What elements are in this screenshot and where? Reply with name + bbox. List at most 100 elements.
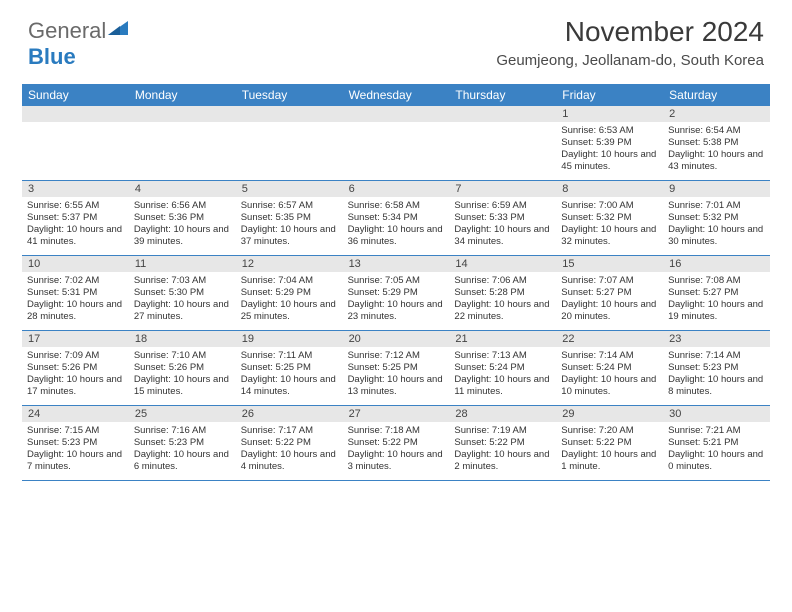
day-info: [129, 122, 236, 180]
day-number: 2: [663, 106, 770, 122]
day-number: 21: [449, 331, 556, 347]
day-number: 16: [663, 256, 770, 272]
sunset-text: Sunset: 5:21 PM: [668, 437, 765, 449]
day-info: Sunrise: 6:53 AMSunset: 5:39 PMDaylight:…: [556, 122, 663, 180]
day-number: 25: [129, 406, 236, 422]
day-info: Sunrise: 7:20 AMSunset: 5:22 PMDaylight:…: [556, 422, 663, 480]
calendar-cell: 24Sunrise: 7:15 AMSunset: 5:23 PMDayligh…: [22, 406, 129, 480]
day-info: Sunrise: 7:02 AMSunset: 5:31 PMDaylight:…: [22, 272, 129, 330]
calendar-cell: 4Sunrise: 6:56 AMSunset: 5:36 PMDaylight…: [129, 181, 236, 255]
day-info: Sunrise: 7:06 AMSunset: 5:28 PMDaylight:…: [449, 272, 556, 330]
day-number: 7: [449, 181, 556, 197]
day-info: Sunrise: 7:09 AMSunset: 5:26 PMDaylight:…: [22, 347, 129, 405]
day-info: [236, 122, 343, 180]
calendar-cell: 20Sunrise: 7:12 AMSunset: 5:25 PMDayligh…: [343, 331, 450, 405]
sunset-text: Sunset: 5:22 PM: [561, 437, 658, 449]
calendar-cell: 9Sunrise: 7:01 AMSunset: 5:32 PMDaylight…: [663, 181, 770, 255]
day-info: Sunrise: 6:58 AMSunset: 5:34 PMDaylight:…: [343, 197, 450, 255]
day-info: Sunrise: 7:11 AMSunset: 5:25 PMDaylight:…: [236, 347, 343, 405]
calendar: Sunday Monday Tuesday Wednesday Thursday…: [22, 84, 770, 481]
sunset-text: Sunset: 5:27 PM: [561, 287, 658, 299]
daylight-text: Daylight: 10 hours and 25 minutes.: [241, 299, 338, 323]
sunset-text: Sunset: 5:31 PM: [27, 287, 124, 299]
dayhead-thu: Thursday: [449, 84, 556, 106]
daylight-text: Daylight: 10 hours and 11 minutes.: [454, 374, 551, 398]
daylight-text: Daylight: 10 hours and 7 minutes.: [27, 449, 124, 473]
calendar-cell: 19Sunrise: 7:11 AMSunset: 5:25 PMDayligh…: [236, 331, 343, 405]
sunset-text: Sunset: 5:24 PM: [454, 362, 551, 374]
sunrise-text: Sunrise: 7:09 AM: [27, 350, 124, 362]
sunset-text: Sunset: 5:22 PM: [348, 437, 445, 449]
day-number: 14: [449, 256, 556, 272]
calendar-cell: 21Sunrise: 7:13 AMSunset: 5:24 PMDayligh…: [449, 331, 556, 405]
day-number: 12: [236, 256, 343, 272]
dayhead-sun: Sunday: [22, 84, 129, 106]
sunrise-text: Sunrise: 7:19 AM: [454, 425, 551, 437]
sunset-text: Sunset: 5:30 PM: [134, 287, 231, 299]
day-number: 20: [343, 331, 450, 347]
calendar-cell: 18Sunrise: 7:10 AMSunset: 5:26 PMDayligh…: [129, 331, 236, 405]
day-info: Sunrise: 7:14 AMSunset: 5:23 PMDaylight:…: [663, 347, 770, 405]
brand-logo: General Blue: [28, 18, 128, 70]
day-info: [449, 122, 556, 180]
dayhead-wed: Wednesday: [343, 84, 450, 106]
logo-triangle-icon: [108, 21, 128, 35]
daylight-text: Daylight: 10 hours and 27 minutes.: [134, 299, 231, 323]
sunset-text: Sunset: 5:22 PM: [454, 437, 551, 449]
sunset-text: Sunset: 5:26 PM: [134, 362, 231, 374]
sunset-text: Sunset: 5:37 PM: [27, 212, 124, 224]
day-info: Sunrise: 7:16 AMSunset: 5:23 PMDaylight:…: [129, 422, 236, 480]
day-number: 17: [22, 331, 129, 347]
sunrise-text: Sunrise: 7:14 AM: [668, 350, 765, 362]
daylight-text: Daylight: 10 hours and 6 minutes.: [134, 449, 231, 473]
calendar-week: 10Sunrise: 7:02 AMSunset: 5:31 PMDayligh…: [22, 256, 770, 331]
daylight-text: Daylight: 10 hours and 2 minutes.: [454, 449, 551, 473]
day-info: Sunrise: 7:00 AMSunset: 5:32 PMDaylight:…: [556, 197, 663, 255]
page-location: Geumjeong, Jeollanam-do, South Korea: [496, 52, 764, 69]
calendar-week: 3Sunrise: 6:55 AMSunset: 5:37 PMDaylight…: [22, 181, 770, 256]
calendar-cell: 29Sunrise: 7:20 AMSunset: 5:22 PMDayligh…: [556, 406, 663, 480]
sunrise-text: Sunrise: 7:15 AM: [27, 425, 124, 437]
calendar-cell: 22Sunrise: 7:14 AMSunset: 5:24 PMDayligh…: [556, 331, 663, 405]
day-info: Sunrise: 7:12 AMSunset: 5:25 PMDaylight:…: [343, 347, 450, 405]
day-info: [343, 122, 450, 180]
sunrise-text: Sunrise: 7:21 AM: [668, 425, 765, 437]
day-number: 26: [236, 406, 343, 422]
sunset-text: Sunset: 5:36 PM: [134, 212, 231, 224]
sunset-text: Sunset: 5:32 PM: [561, 212, 658, 224]
sunrise-text: Sunrise: 7:18 AM: [348, 425, 445, 437]
sunset-text: Sunset: 5:34 PM: [348, 212, 445, 224]
day-number: [129, 106, 236, 122]
daylight-text: Daylight: 10 hours and 36 minutes.: [348, 224, 445, 248]
daylight-text: Daylight: 10 hours and 19 minutes.: [668, 299, 765, 323]
daylight-text: Daylight: 10 hours and 4 minutes.: [241, 449, 338, 473]
sunset-text: Sunset: 5:23 PM: [668, 362, 765, 374]
calendar-cell: 7Sunrise: 6:59 AMSunset: 5:33 PMDaylight…: [449, 181, 556, 255]
calendar-cell: 25Sunrise: 7:16 AMSunset: 5:23 PMDayligh…: [129, 406, 236, 480]
daylight-text: Daylight: 10 hours and 0 minutes.: [668, 449, 765, 473]
day-number: 11: [129, 256, 236, 272]
brand-part1: General: [28, 18, 106, 43]
daylight-text: Daylight: 10 hours and 23 minutes.: [348, 299, 445, 323]
day-number: 22: [556, 331, 663, 347]
day-number: 10: [22, 256, 129, 272]
day-info: Sunrise: 7:13 AMSunset: 5:24 PMDaylight:…: [449, 347, 556, 405]
sunrise-text: Sunrise: 7:00 AM: [561, 200, 658, 212]
sunset-text: Sunset: 5:35 PM: [241, 212, 338, 224]
day-number: 29: [556, 406, 663, 422]
sunset-text: Sunset: 5:24 PM: [561, 362, 658, 374]
day-number: 5: [236, 181, 343, 197]
sunset-text: Sunset: 5:23 PM: [134, 437, 231, 449]
day-info: Sunrise: 7:15 AMSunset: 5:23 PMDaylight:…: [22, 422, 129, 480]
day-number: 19: [236, 331, 343, 347]
dayhead-fri: Friday: [556, 84, 663, 106]
sunset-text: Sunset: 5:33 PM: [454, 212, 551, 224]
calendar-cell: [343, 106, 450, 180]
sunset-text: Sunset: 5:28 PM: [454, 287, 551, 299]
sunrise-text: Sunrise: 6:54 AM: [668, 125, 765, 137]
sunset-text: Sunset: 5:22 PM: [241, 437, 338, 449]
sunrise-text: Sunrise: 7:11 AM: [241, 350, 338, 362]
sunrise-text: Sunrise: 7:13 AM: [454, 350, 551, 362]
page-title: November 2024: [496, 16, 764, 48]
dayhead-tue: Tuesday: [236, 84, 343, 106]
